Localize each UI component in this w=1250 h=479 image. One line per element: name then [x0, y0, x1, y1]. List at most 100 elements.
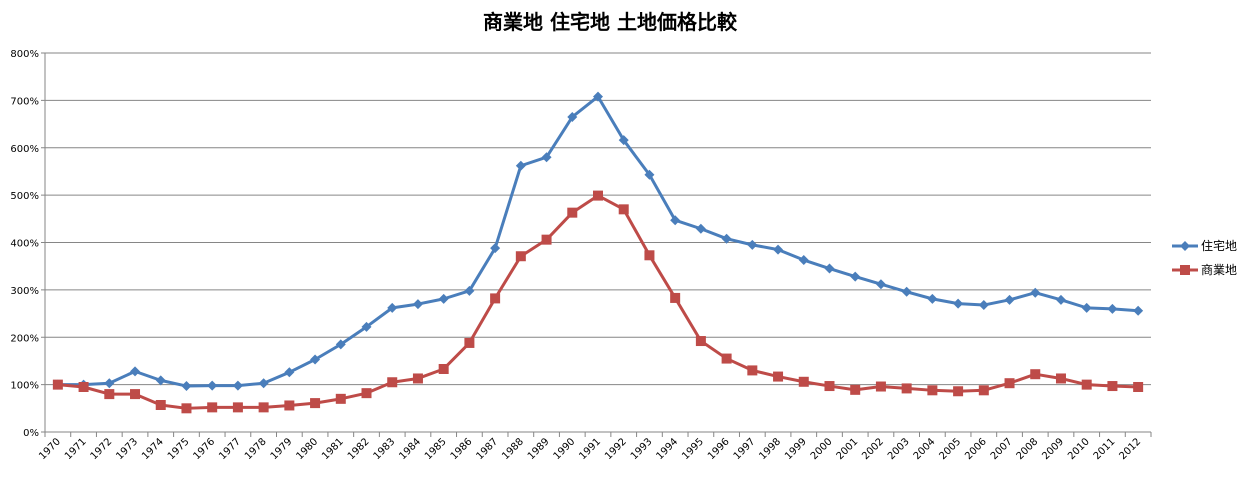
data-point	[361, 321, 372, 332]
data-point	[207, 380, 218, 391]
x-tick-label: 1996	[706, 436, 732, 462]
data-point	[978, 300, 989, 311]
data-point	[1081, 302, 1092, 313]
data-point	[978, 385, 989, 396]
data-point	[412, 299, 423, 310]
y-tick-label: 700%	[10, 96, 39, 107]
data-point	[695, 223, 706, 234]
data-point	[490, 243, 501, 254]
data-point	[104, 389, 115, 400]
data-point	[953, 298, 964, 309]
x-tick-label: 1997	[732, 436, 758, 462]
x-tick-label: 2005	[937, 436, 963, 462]
x-tick-label: 1983	[372, 436, 398, 462]
data-point	[670, 215, 681, 226]
data-point	[412, 373, 423, 384]
data-point	[875, 279, 886, 290]
x-tick-label: 1977	[217, 436, 243, 462]
data-point	[670, 292, 681, 303]
y-tick-label: 800%	[10, 49, 39, 60]
data-point	[773, 244, 784, 255]
data-point	[130, 366, 141, 377]
x-tick-label: 2009	[1040, 436, 1066, 462]
x-tick-label: 1999	[783, 436, 809, 462]
x-tick-label: 2001	[835, 436, 861, 462]
data-point	[515, 251, 526, 262]
data-point	[567, 207, 578, 218]
data-point	[104, 378, 115, 389]
data-point	[438, 293, 449, 304]
y-tick-label: 0%	[23, 428, 39, 439]
x-tick-label: 1976	[192, 436, 218, 462]
x-tick-label: 1987	[474, 436, 500, 462]
data-point	[515, 160, 526, 171]
x-tick-label: 2004	[912, 436, 938, 462]
x-tick-label: 2007	[989, 436, 1015, 462]
data-point	[927, 293, 938, 304]
x-tick-label: 2010	[1066, 436, 1092, 462]
x-tick-label: 1993	[629, 436, 655, 462]
x-tick-label: 1972	[89, 436, 115, 462]
legend-label: 住宅地	[1201, 238, 1237, 253]
data-point	[695, 336, 706, 347]
data-point	[1055, 373, 1066, 384]
x-tick-label: 1980	[294, 436, 320, 462]
data-point	[155, 375, 166, 386]
data-point	[361, 388, 372, 399]
data-point	[258, 402, 269, 413]
data-point	[850, 384, 861, 395]
x-tick-label: 1998	[757, 436, 783, 462]
chart-title: 商業地 住宅地 土地価格比較	[483, 10, 738, 34]
data-point	[567, 111, 578, 122]
legend-marker	[1180, 265, 1190, 275]
data-point	[541, 234, 552, 245]
data-point	[901, 286, 912, 297]
x-tick-label: 2008	[1015, 436, 1041, 462]
data-point	[1107, 303, 1118, 314]
series-group	[52, 91, 1144, 414]
data-point	[78, 381, 89, 392]
data-point	[1081, 379, 1092, 390]
y-tick-label: 600%	[10, 144, 39, 155]
x-tick-label: 1975	[166, 436, 192, 462]
data-point	[824, 381, 835, 392]
data-point	[387, 302, 398, 313]
data-point	[875, 381, 886, 392]
data-point	[258, 378, 269, 389]
series-line-1	[57, 194, 1139, 410]
y-tick-label: 200%	[10, 333, 39, 344]
x-tick-label: 2000	[809, 436, 835, 462]
gridlines	[45, 52, 1151, 433]
data-point	[464, 285, 475, 296]
data-point	[387, 377, 398, 388]
data-point	[232, 402, 243, 413]
data-point	[618, 135, 629, 146]
x-tick-label: 1989	[526, 436, 552, 462]
x-tick-label: 2011	[1092, 436, 1118, 462]
data-point	[798, 255, 809, 266]
data-point	[721, 233, 732, 244]
data-point	[747, 365, 758, 376]
y-axis: 0% 100% 200% 300% 400% 500% 600% 700% 800%	[10, 49, 46, 439]
data-point	[1030, 369, 1041, 380]
x-tick-label: 1971	[63, 436, 89, 462]
data-point	[181, 381, 192, 392]
data-point	[773, 371, 784, 382]
data-point	[541, 152, 552, 163]
y-tick-label: 500%	[10, 191, 39, 202]
data-point	[310, 354, 321, 365]
y-tick-label: 100%	[10, 381, 39, 392]
series-line-0	[57, 95, 1139, 388]
x-tick-label: 2006	[963, 436, 989, 462]
x-axis: 1970 1971 1972 1973 1974 1975 1976 1977 1978 1979…	[37, 431, 1152, 462]
y-tick-label: 300%	[10, 286, 39, 297]
data-point	[644, 250, 655, 261]
data-point	[927, 385, 938, 396]
data-point	[335, 393, 346, 404]
x-tick-label: 1982	[346, 436, 372, 462]
data-point	[1030, 287, 1041, 298]
data-point	[593, 91, 603, 102]
data-point	[798, 376, 809, 387]
